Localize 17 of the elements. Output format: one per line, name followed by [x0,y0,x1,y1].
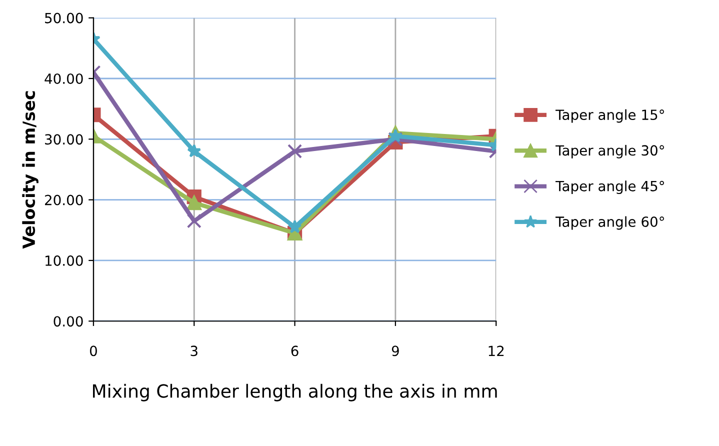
x-tick-label: 12 [488,346,504,356]
x-tick-label: 6 [291,346,298,356]
legend-label: Taper angle 30° [556,144,664,158]
y-axis-title: Velocity in m/sec [22,91,38,249]
x-tick-label: 9 [392,346,399,356]
x-tick-label: 0 [90,346,97,356]
legend-label: Taper angle 60° [556,216,664,230]
legend-label: Taper angle 15° [556,109,664,123]
x-axis-title: Mixing Chamber length along the axis in mm [93,384,497,402]
x-tick-label: 3 [190,346,198,356]
y-tick-label: 50.00 [45,12,83,24]
y-tick-label: 10.00 [46,255,83,266]
y-tick-label: 40.00 [44,73,83,84]
legend-label: Taper angle 45° [556,180,664,194]
y-tick-label: 30.00 [45,134,83,145]
y-tick-label: 20.00 [45,194,83,206]
y-tick-label: 0.00 [54,316,83,327]
